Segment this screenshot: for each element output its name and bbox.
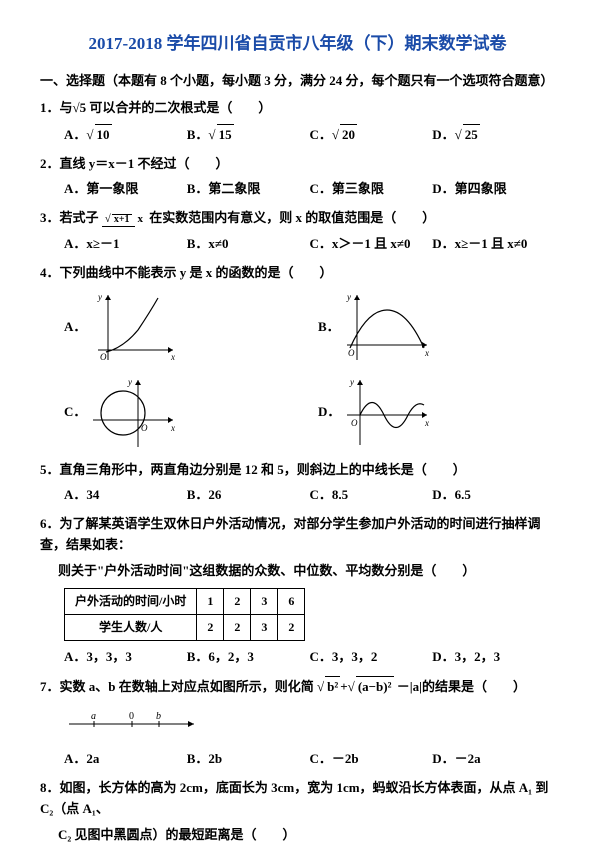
svg-text:x: x xyxy=(170,352,175,362)
numberline-icon: a 0 b xyxy=(64,709,204,735)
q3-opt-d: D．x≥－1 且 x≠0 xyxy=(432,234,555,255)
q6-opt-d: D．3，2，3 xyxy=(432,647,555,668)
q5-options: A．34 B．26 C．8.5 D．6.5 xyxy=(64,485,555,506)
q2-opt-c: C．第三象限 xyxy=(310,179,433,200)
svg-text:a: a xyxy=(91,711,96,722)
q6-table: 户外活动的时间/小时 1236 学生人数/人 2232 xyxy=(64,588,305,641)
q3-options: A．x≥－1 B．x≠0 C．x＞－1 且 x≠0 D．x≥－1 且 x≠0 xyxy=(64,234,555,255)
graph-c-icon: x y O xyxy=(88,375,178,450)
q7-options: A．2a B．2b C．－2b D．－2a xyxy=(64,749,555,770)
svg-text:y: y xyxy=(97,292,102,302)
q4-row1: A． x y O B． x y O xyxy=(64,290,555,365)
q3-opt-a: A．x≥－1 xyxy=(64,234,187,255)
q5-opt-c: C．8.5 xyxy=(310,485,433,506)
q3-opt-c: C．x＞－1 且 x≠0 xyxy=(310,234,433,255)
q6-options: A．3，3，3 B．6，2，3 C．3，3，2 D．3，2，3 xyxy=(64,647,555,668)
graph-b-icon: x y O xyxy=(342,290,432,365)
q1-stem: 1．与√5 可以合并的二次根式是（ ） xyxy=(40,98,555,119)
q7-opt-b: B．2b xyxy=(187,749,310,770)
svg-text:0: 0 xyxy=(129,711,134,722)
q4-opt-c: C． xyxy=(64,402,82,423)
q4-opt-a: A． xyxy=(64,317,82,338)
q2-opt-b: B．第二象限 xyxy=(187,179,310,200)
svg-text:O: O xyxy=(351,418,358,428)
svg-text:O: O xyxy=(348,348,355,358)
q1-opt-c: C．√20 xyxy=(310,124,433,146)
q6-stem2: 则关于"户外活动时间"这组数据的众数、中位数、平均数分别是（ ） xyxy=(58,561,555,582)
q5-opt-d: D．6.5 xyxy=(432,485,555,506)
q8-stem2: C₂ 见图中黑圆点）的最短距离是（ ） xyxy=(58,825,555,846)
q7-opt-d: D．－2a xyxy=(432,749,555,770)
q1-options: A．√10 B．√15 C．√20 D．√25 xyxy=(64,124,555,146)
svg-text:y: y xyxy=(346,292,351,302)
svg-text:y: y xyxy=(127,377,132,387)
q3-opt-b: B．x≠0 xyxy=(187,234,310,255)
q5-opt-b: B．26 xyxy=(187,485,310,506)
svg-text:y: y xyxy=(349,377,354,387)
q4-row2: C． x y O D． x y O xyxy=(64,375,555,450)
q5-opt-a: A．34 xyxy=(64,485,187,506)
svg-text:O: O xyxy=(100,352,107,362)
q4-opt-b: B． xyxy=(318,317,336,338)
q8-stem1: 8．如图，长方体的高为 2cm，底面长为 3cm，宽为 1cm，蚂蚁沿长方体表面… xyxy=(40,778,555,820)
q1-opt-b: B．√15 xyxy=(187,124,310,146)
q1-opt-a: A．√10 xyxy=(64,124,187,146)
section-header: 一、选择题（本题有 8 个小题，每小题 3 分，满分 24 分，每个题只有一个选… xyxy=(40,71,555,92)
q1-opt-d: D．√25 xyxy=(432,124,555,146)
q6-stem1: 6．为了解某英语学生双休日户外活动情况，对部分学生参加户外活动的时间进行抽样调查… xyxy=(40,514,555,556)
q2-options: A．第一象限 B．第二象限 C．第三象限 D．第四象限 xyxy=(64,179,555,200)
page-title: 2017-2018 学年四川省自贡市八年级（下）期末数学试卷 xyxy=(40,30,555,57)
q6-opt-a: A．3，3，3 xyxy=(64,647,187,668)
svg-text:x: x xyxy=(424,348,429,358)
q5-stem: 5．直角三角形中，两直角边分别是 12 和 5，则斜边上的中线长是（ ） xyxy=(40,460,555,481)
q6-opt-b: B．6，2，3 xyxy=(187,647,310,668)
q2-opt-d: D．第四象限 xyxy=(432,179,555,200)
svg-text:x: x xyxy=(170,423,175,433)
svg-text:x: x xyxy=(424,418,429,428)
q2-opt-a: A．第一象限 xyxy=(64,179,187,200)
q4-opt-d: D． xyxy=(318,402,336,423)
q7-stem: 7．实数 a、b 在数轴上对应点如图所示，则化简 √b²+√(a−b)² －|a… xyxy=(40,676,555,698)
q7-opt-a: A．2a xyxy=(64,749,187,770)
svg-text:b: b xyxy=(156,711,161,722)
graph-d-icon: x y O xyxy=(342,375,432,450)
q6-opt-c: C．3，3，2 xyxy=(310,647,433,668)
graph-a-icon: x y O xyxy=(88,290,178,365)
q7-opt-c: C．－2b xyxy=(310,749,433,770)
q4-stem: 4．下列曲线中不能表示 y 是 x 的函数的是（ ） xyxy=(40,263,555,284)
table-row: 学生人数/人 2232 xyxy=(65,614,305,640)
q3-stem: 3．若式子 √x+1x 在实数范围内有意义，则 x 的取值范围是（ ） xyxy=(40,208,555,229)
table-row: 户外活动的时间/小时 1236 xyxy=(65,588,305,614)
q2-stem: 2．直线 y＝x－1 不经过（ ） xyxy=(40,154,555,175)
